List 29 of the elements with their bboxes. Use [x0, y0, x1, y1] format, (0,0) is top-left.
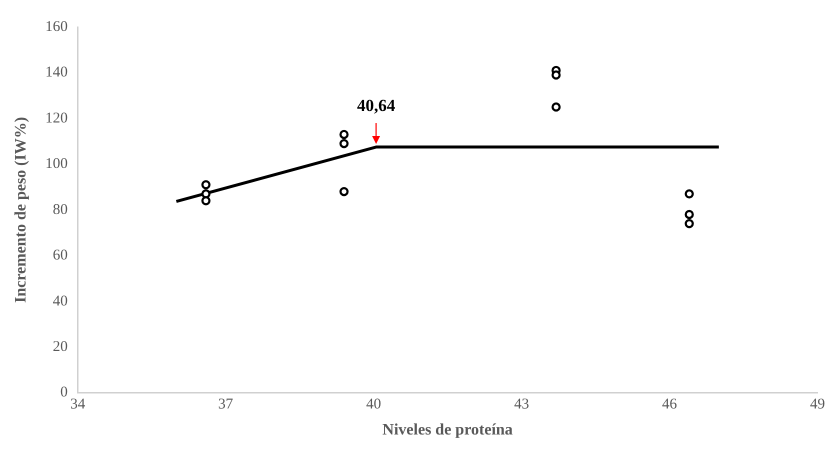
y-tick-label: 80 [52, 202, 68, 218]
y-tick-label: 20 [52, 339, 68, 356]
x-tick-label: 37 [218, 396, 234, 413]
point [339, 139, 349, 148]
point [339, 130, 349, 140]
point [684, 219, 694, 228]
x-tick-label: 34 [70, 396, 86, 413]
x-tick-label: 46 [662, 396, 678, 413]
point [339, 187, 349, 196]
point [201, 196, 211, 206]
point [201, 180, 211, 190]
x-axis-title: Niveles de proteína [382, 422, 513, 439]
y-tick-label: 140 [45, 64, 68, 81]
x-tick-label: 40 [366, 396, 382, 413]
point [684, 189, 694, 198]
annotation: 40,64 [356, 96, 396, 115]
y-tick-label: 160 [45, 18, 68, 35]
y-tick-label: 120 [45, 110, 68, 126]
x-tick-label: 49 [810, 396, 825, 413]
point [684, 210, 694, 220]
point [552, 70, 561, 80]
y-axis-title: Incremento de peso (IW%) [12, 116, 30, 303]
y-tick-label: 0 [60, 384, 68, 401]
y-tick-label: 60 [52, 248, 68, 264]
y-tick-label: 100 [45, 156, 68, 172]
x-tick-label: 43 [514, 396, 530, 413]
point [552, 102, 561, 112]
y-tick-label: 40 [52, 293, 68, 310]
point [201, 189, 211, 198]
